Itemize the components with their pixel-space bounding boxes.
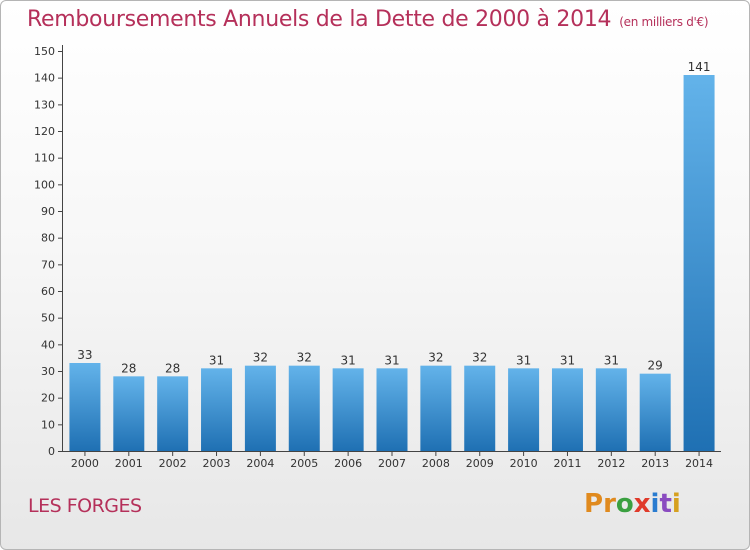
- bar-2007: [376, 368, 408, 451]
- logo-letter: P: [584, 489, 604, 519]
- y-tick-label: 130: [34, 98, 55, 111]
- bars: 33 28 28 31 32 32 31 31 32 32 31 31 31 29 141: [69, 60, 715, 451]
- bar-2012: [595, 368, 627, 451]
- x-tick-label-2012: 2012: [597, 457, 625, 470]
- logo-letter: i: [650, 489, 660, 519]
- bar-2002: [157, 376, 189, 451]
- data-label-2014: 141: [688, 60, 711, 74]
- proxiti-logo: Proxiti: [584, 489, 681, 519]
- x-tick-label-2006: 2006: [334, 457, 362, 470]
- x-tick-label-2000: 2000: [71, 457, 99, 470]
- y-tick-label: 40: [41, 338, 55, 351]
- y-tick-label: 80: [41, 232, 55, 245]
- x-tick-label-2010: 2010: [510, 457, 538, 470]
- data-label-2010: 31: [516, 353, 531, 367]
- data-label-2011: 31: [560, 353, 575, 367]
- y-tick-label: 120: [34, 125, 55, 138]
- y-tick-label: 0: [48, 445, 55, 458]
- y-tick-label: 100: [34, 178, 55, 191]
- logo-letter: r: [603, 489, 616, 519]
- y-tick-label: 90: [41, 205, 55, 218]
- data-label-2000: 33: [77, 348, 92, 362]
- x-tick-label-2001: 2001: [115, 457, 143, 470]
- y-tick-label: 10: [41, 418, 55, 431]
- logo-letter: i: [671, 489, 681, 519]
- bar-2006: [332, 368, 364, 451]
- bar-2001: [113, 376, 145, 451]
- y-tick-label: 50: [41, 312, 55, 325]
- x-axis: 2000 2001 2002 2003 2004 2005 2006 2007 2008 2009…: [71, 451, 713, 470]
- bar-2008: [420, 365, 452, 451]
- data-label-2006: 31: [340, 353, 355, 367]
- x-tick-label-2003: 2003: [203, 457, 231, 470]
- x-tick-label-2014: 2014: [685, 457, 713, 470]
- y-tick-label: 140: [34, 72, 55, 85]
- bar-2014: [683, 75, 715, 451]
- x-tick-label-2009: 2009: [466, 457, 494, 470]
- bar-2004: [244, 365, 276, 451]
- bar-2010: [508, 368, 540, 451]
- title-text: Remboursements Annuels de la Dette de 20…: [27, 7, 612, 32]
- bar-2003: [201, 368, 233, 451]
- data-label-2007: 31: [384, 353, 399, 367]
- bar-2009: [464, 365, 496, 451]
- x-tick-label-2002: 2002: [159, 457, 187, 470]
- bar-2000: [69, 363, 101, 451]
- data-label-2002: 28: [165, 361, 180, 375]
- logo-letter: o: [615, 489, 634, 519]
- y-axis: 0 10 20 30 40 50 60 70 80 90 100 110 120 130 140 150: [34, 45, 62, 458]
- data-label-2004: 32: [253, 351, 268, 365]
- data-label-2008: 32: [428, 351, 443, 365]
- logo-letter: x: [633, 489, 651, 519]
- x-tick-label-2007: 2007: [378, 457, 406, 470]
- chart-title: Remboursements Annuels de la Dette de 20…: [27, 7, 709, 32]
- y-tick-label: 20: [41, 392, 55, 405]
- logo-letter: t: [659, 489, 672, 519]
- commune-name: LES FORGES: [28, 495, 142, 517]
- bar-2005: [288, 365, 320, 451]
- y-tick-label: 70: [41, 258, 55, 271]
- x-tick-label-2008: 2008: [422, 457, 450, 470]
- data-label-2013: 29: [648, 359, 663, 373]
- x-tick-label-2004: 2004: [246, 457, 274, 470]
- y-tick-label: 110: [34, 152, 55, 165]
- y-tick-label: 150: [34, 45, 55, 58]
- data-label-2005: 32: [297, 351, 312, 365]
- x-tick-label-2013: 2013: [641, 457, 669, 470]
- y-tick-label: 30: [41, 365, 55, 378]
- unit-label: (en milliers d'€): [619, 15, 709, 29]
- data-label-2009: 32: [472, 351, 487, 365]
- data-label-2003: 31: [209, 353, 224, 367]
- y-tick-label: 60: [41, 285, 55, 298]
- data-label-2001: 28: [121, 361, 136, 375]
- bar-2013: [639, 373, 671, 451]
- data-label-2012: 31: [604, 353, 619, 367]
- x-tick-label-2005: 2005: [290, 457, 318, 470]
- x-tick-label-2011: 2011: [553, 457, 581, 470]
- bar-2011: [551, 368, 583, 451]
